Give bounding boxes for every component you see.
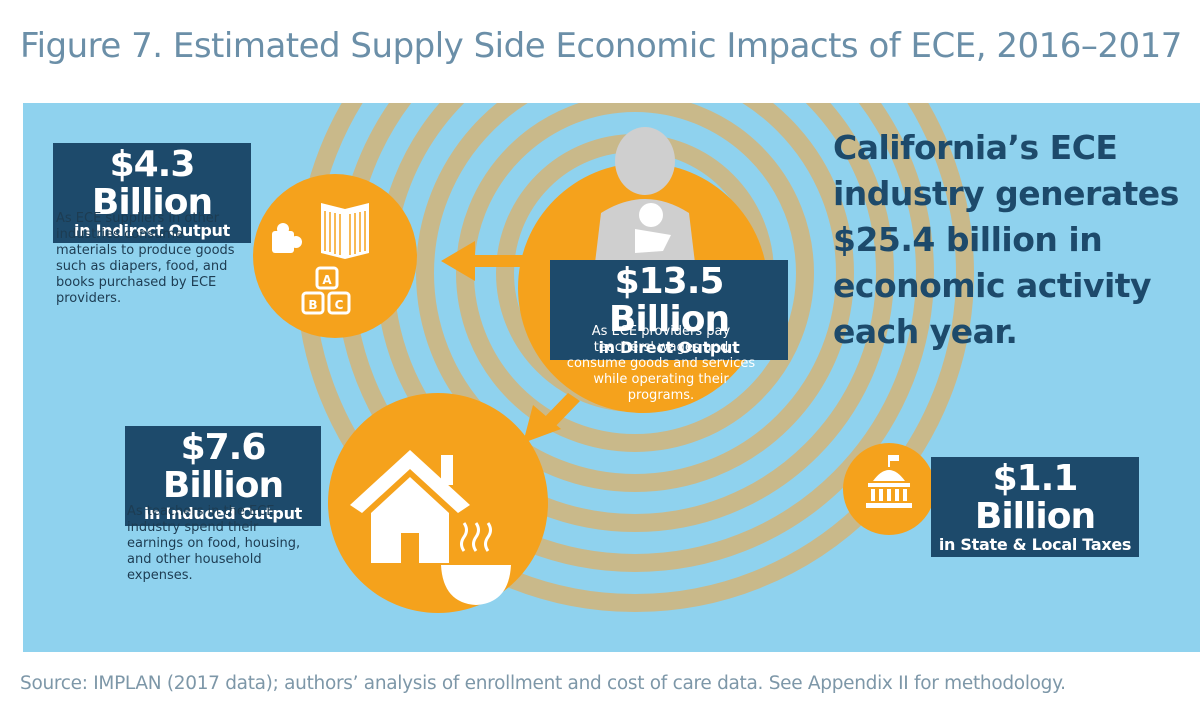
book-icon bbox=[321, 203, 369, 259]
arrow-to-indirect bbox=[441, 241, 543, 281]
taxes-amount: $1.1 Billion bbox=[974, 458, 1096, 537]
block-letter-a: A bbox=[322, 273, 332, 287]
induced-output-description: As teachers in the ECE industry spend th… bbox=[127, 504, 301, 583]
taxes-label: $1.1 Billion in State & Local Taxes bbox=[931, 457, 1139, 557]
direct-output-description: As ECE providers pay teachers' wages and… bbox=[566, 324, 756, 403]
direct-output-caption: in Direct Output bbox=[598, 338, 740, 357]
abc-blocks-icon bbox=[301, 266, 351, 315]
direct-output-label: $13.5 Billion in Direct Output bbox=[550, 260, 788, 360]
puzzle-icon bbox=[272, 223, 302, 253]
bowl-icon bbox=[441, 522, 511, 605]
indirect-output-label: $4.3 Billion in Indirect Output bbox=[53, 143, 251, 243]
infographic-graphics: A B C bbox=[253, 103, 974, 613]
taxes-caption: in State & Local Taxes bbox=[938, 535, 1132, 554]
induced-output-amount: $7.6 Billion bbox=[162, 427, 284, 506]
source-note: Source: IMPLAN (2017 data); authors’ ana… bbox=[20, 673, 1066, 694]
direct-output-amount: $13.5 Billion bbox=[608, 261, 730, 340]
headline: California’s ECE industry generates $25.… bbox=[833, 128, 1179, 351]
parent-child-icon bbox=[595, 127, 695, 263]
figure-title: Figure 7. Estimated Supply Side Economic… bbox=[20, 26, 1182, 66]
house-icon bbox=[350, 450, 470, 563]
indirect-output-caption: in Indirect Output bbox=[74, 221, 230, 240]
induced-output-caption: in Induced Output bbox=[143, 504, 303, 523]
indirect-output-description: As ECE suppliers in other industries con… bbox=[56, 211, 235, 306]
capitol-icon bbox=[866, 455, 912, 508]
induced-output-label: $7.6 Billion in Induced Output bbox=[125, 426, 321, 526]
arrow-to-induced bbox=[523, 393, 580, 443]
block-letter-c: C bbox=[335, 298, 344, 312]
infographic-panel: A B C bbox=[23, 103, 1200, 652]
indirect-output-amount: $4.3 Billion bbox=[91, 144, 213, 223]
block-letter-b: B bbox=[308, 298, 317, 312]
